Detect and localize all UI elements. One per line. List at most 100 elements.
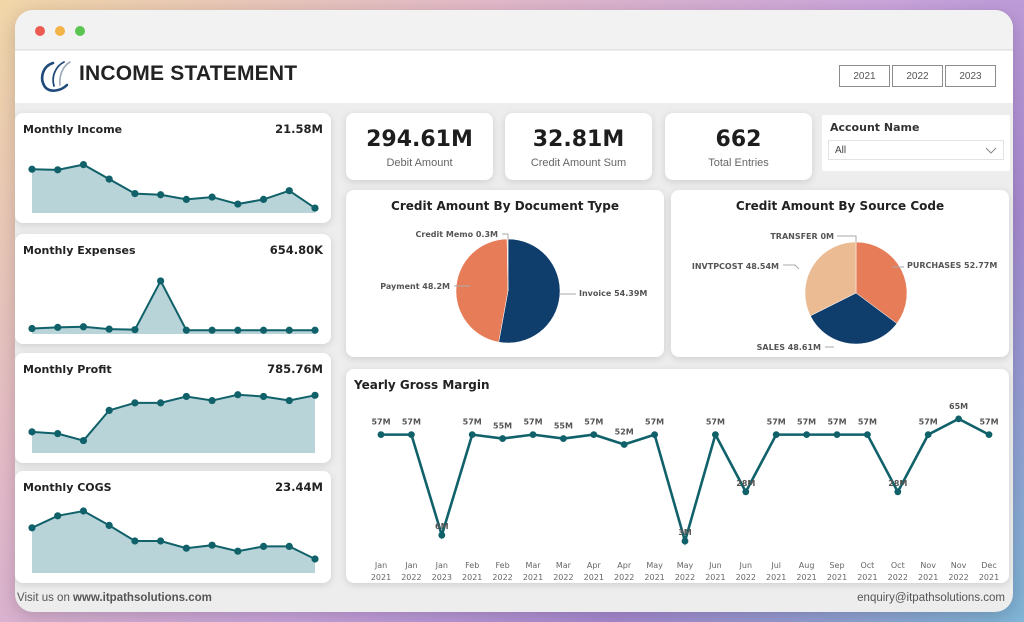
data-point[interactable] bbox=[985, 431, 993, 439]
x-tick-label-year: 2021 bbox=[523, 573, 543, 582]
sparkline-point[interactable] bbox=[131, 537, 139, 545]
sparkline-point[interactable] bbox=[311, 204, 319, 212]
sparkline-point[interactable] bbox=[157, 399, 165, 407]
pie-data-label: Invoice 54.39M bbox=[579, 289, 647, 298]
sparkline-point[interactable] bbox=[234, 547, 242, 555]
sparkline-point[interactable] bbox=[208, 326, 216, 334]
sparkline-point[interactable] bbox=[208, 396, 216, 405]
sparkline-point[interactable] bbox=[285, 542, 293, 550]
sparkline-point[interactable] bbox=[259, 542, 268, 550]
sparkline-point[interactable] bbox=[105, 521, 113, 529]
sparkline-point[interactable] bbox=[259, 392, 268, 401]
sparkline-point[interactable] bbox=[54, 512, 62, 520]
sparkline-point[interactable] bbox=[157, 277, 165, 285]
sparkline-point[interactable] bbox=[311, 555, 319, 563]
data-point[interactable] bbox=[468, 431, 476, 439]
sparkline-point[interactable] bbox=[79, 323, 88, 331]
footer-email[interactable]: enquiry@itpathsolutions.com bbox=[857, 592, 1005, 604]
data-point[interactable] bbox=[529, 431, 537, 439]
sparkline-point[interactable] bbox=[28, 428, 36, 436]
sparkline-point[interactable] bbox=[54, 430, 62, 438]
sparkline-point[interactable] bbox=[79, 436, 88, 445]
minimize-window-button[interactable] bbox=[55, 26, 65, 36]
monthly-profit-card: Monthly Profit 785.76M bbox=[15, 353, 331, 463]
sparkline-point[interactable] bbox=[285, 326, 293, 334]
sparkline-point[interactable] bbox=[208, 541, 216, 549]
sparkline-point[interactable] bbox=[182, 195, 190, 203]
x-tick-label-year: 2021 bbox=[705, 573, 725, 582]
sparkline-point[interactable] bbox=[105, 175, 113, 183]
pie-slice-invtpcost[interactable] bbox=[804, 241, 857, 317]
data-point[interactable] bbox=[377, 431, 385, 439]
sparkline-point[interactable] bbox=[131, 190, 139, 198]
sparkline-point[interactable] bbox=[182, 544, 190, 552]
data-point[interactable] bbox=[681, 537, 689, 545]
data-point[interactable] bbox=[651, 431, 658, 439]
pie-slice-invoice[interactable] bbox=[498, 238, 561, 344]
app-window: INCOME STATEMENT 2021 2022 2023 Monthly … bbox=[15, 10, 1013, 612]
year-button-2022[interactable]: 2022 bbox=[892, 65, 943, 87]
kpi-debit-amount: 294.61M Debit Amount bbox=[346, 113, 493, 180]
sparkline-point[interactable] bbox=[157, 191, 165, 199]
sparkline-point[interactable] bbox=[208, 193, 216, 201]
x-tick-label-year: 2022 bbox=[888, 573, 908, 582]
maximize-window-button[interactable] bbox=[75, 26, 85, 36]
x-tick-label-year: 2021 bbox=[644, 573, 664, 582]
data-point[interactable] bbox=[924, 431, 932, 439]
sparkline-point[interactable] bbox=[105, 325, 113, 333]
sparkline-point[interactable] bbox=[182, 392, 190, 401]
card-value: 23.44M bbox=[275, 480, 323, 494]
x-tick-label-month: Aug bbox=[799, 561, 815, 570]
pie-slice-payment[interactable] bbox=[455, 238, 509, 343]
sparkline-point[interactable] bbox=[157, 537, 165, 545]
year-button-2023[interactable]: 2023 bbox=[945, 65, 996, 87]
sparkline-point[interactable] bbox=[105, 406, 113, 414]
sparkline-point[interactable] bbox=[28, 165, 36, 173]
sparkline-point[interactable] bbox=[54, 323, 62, 331]
data-point[interactable] bbox=[894, 488, 902, 496]
data-point[interactable] bbox=[499, 435, 506, 442]
sparkline-point[interactable] bbox=[28, 324, 36, 333]
sparkline-point[interactable] bbox=[311, 326, 319, 334]
data-point[interactable] bbox=[408, 431, 415, 439]
pie-slice-sales[interactable] bbox=[810, 292, 898, 345]
data-point[interactable] bbox=[833, 431, 841, 439]
data-point[interactable] bbox=[742, 488, 750, 496]
sparkline-point[interactable] bbox=[131, 326, 139, 334]
data-point[interactable] bbox=[803, 431, 810, 439]
dropdown-selected-value: All bbox=[835, 145, 847, 156]
sparkline-point[interactable] bbox=[79, 161, 88, 169]
x-tick-label-month: Sep bbox=[829, 561, 844, 570]
sparkline-point[interactable] bbox=[54, 166, 62, 174]
sparkline-point[interactable] bbox=[234, 200, 242, 208]
sparkline-point[interactable] bbox=[311, 391, 319, 399]
data-point[interactable] bbox=[864, 431, 871, 439]
data-point[interactable] bbox=[620, 441, 628, 448]
pie-data-label: Credit Memo 0.3M bbox=[416, 230, 498, 239]
data-point[interactable] bbox=[438, 531, 446, 539]
sparkline-point[interactable] bbox=[234, 391, 242, 399]
sparkline-line bbox=[31, 163, 316, 209]
sparkline-point[interactable] bbox=[259, 195, 268, 203]
kpi-label: Credit Amount Sum bbox=[530, 157, 627, 169]
website-link[interactable]: www.itpathsolutions.com bbox=[73, 592, 212, 604]
close-window-button[interactable] bbox=[35, 26, 45, 36]
sparkline-point[interactable] bbox=[131, 399, 139, 407]
year-button-2021[interactable]: 2021 bbox=[839, 65, 890, 87]
sparkline-point[interactable] bbox=[259, 326, 268, 334]
data-point[interactable] bbox=[560, 435, 567, 442]
data-point[interactable] bbox=[955, 415, 962, 423]
data-point[interactable] bbox=[772, 431, 780, 439]
data-label: 57M bbox=[584, 418, 603, 427]
sparkline-point[interactable] bbox=[182, 326, 190, 334]
pie-slice-purchases[interactable] bbox=[855, 241, 908, 324]
sparkline-point[interactable] bbox=[79, 507, 88, 515]
data-point[interactable] bbox=[590, 431, 598, 439]
sparkline-point[interactable] bbox=[285, 396, 293, 405]
sparkline-point[interactable] bbox=[234, 326, 242, 334]
sparkline-point[interactable] bbox=[28, 524, 36, 532]
account-name-dropdown[interactable]: All bbox=[828, 140, 1004, 160]
sparkline-point[interactable] bbox=[285, 187, 293, 195]
pie-data-label: SALES 48.61M bbox=[757, 343, 821, 352]
data-point[interactable] bbox=[712, 431, 719, 439]
